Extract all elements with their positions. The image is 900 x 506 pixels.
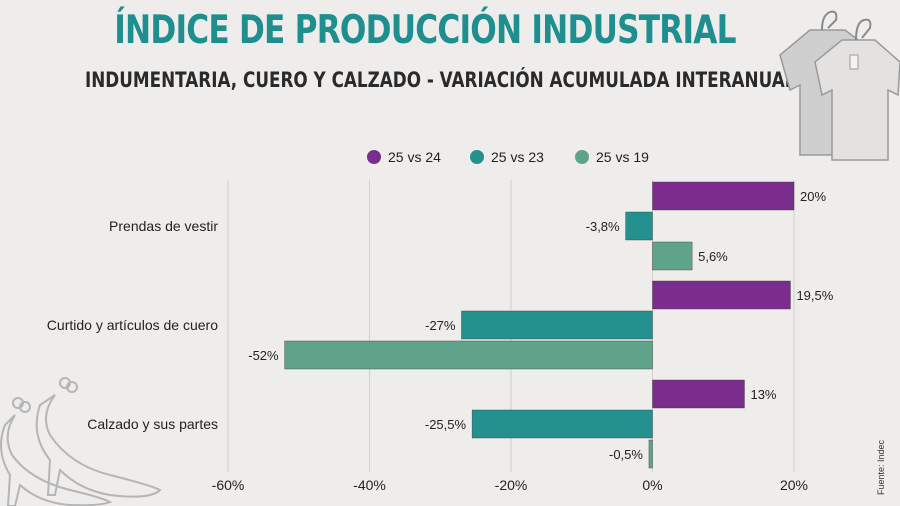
bar-2-0 <box>652 379 745 409</box>
bars: 20% -3,8% 5,6% 19,5% -27% -52% 13% -25,5% -0,5% <box>248 181 834 469</box>
bar-0-1 <box>625 211 653 241</box>
legend-marker-1 <box>470 150 484 164</box>
data-label-2-0: 13% <box>750 387 776 402</box>
tick-label-4: 20% <box>780 477 808 493</box>
data-label-0-2: 5,6% <box>698 249 728 264</box>
source-note: Fuente: Indec <box>876 439 886 495</box>
legend-marker-2 <box>575 150 589 164</box>
legend: 25 vs 24 25 vs 23 25 vs 19 <box>367 149 649 165</box>
tick-label-2: -20% <box>495 477 528 493</box>
data-label-2-1: -25,5% <box>425 417 467 432</box>
data-label-0-0: 20% <box>800 189 826 204</box>
legend-label-2: 25 vs 19 <box>596 149 649 165</box>
category-label-0: Prendas de vestir <box>109 218 218 234</box>
bar-2-1 <box>471 409 653 439</box>
legend-label-1: 25 vs 23 <box>491 149 544 165</box>
data-label-0-1: -3,8% <box>586 219 620 234</box>
legend-marker-0 <box>367 150 381 164</box>
category-labels: Prendas de vestir Curtido y artículos de … <box>47 218 219 432</box>
chart-subtitle: INDUMENTARIA, CUERO Y CALZADO - VARIACIÓ… <box>85 68 796 92</box>
tick-label-1: -40% <box>353 477 386 493</box>
category-label-1: Curtido y artículos de cuero <box>47 317 218 333</box>
tick-label-0: -60% <box>212 477 245 493</box>
category-label-2: Calzado y sus partes <box>87 416 218 432</box>
data-label-1-0: 19,5% <box>796 288 833 303</box>
bar-0-0 <box>652 181 795 211</box>
data-label-2-2: -0,5% <box>609 447 643 462</box>
bar-1-1 <box>461 310 653 340</box>
x-axis-ticks: -60% -40% -20% 0% 20% <box>212 477 808 493</box>
data-label-1-1: -27% <box>425 318 456 333</box>
bar-1-0 <box>652 280 791 310</box>
bar-1-2 <box>284 340 653 370</box>
chart-title: ÍNDICE DE PRODUCCIÓN INDUSTRIAL <box>114 8 736 53</box>
tick-label-3: 0% <box>642 477 662 493</box>
bar-2-2 <box>648 439 653 469</box>
shoes-illustration <box>0 377 162 506</box>
data-label-1-2: -52% <box>248 348 279 363</box>
bar-0-2 <box>652 241 693 271</box>
legend-label-0: 25 vs 24 <box>388 149 441 165</box>
shirts-illustration <box>779 10 900 161</box>
